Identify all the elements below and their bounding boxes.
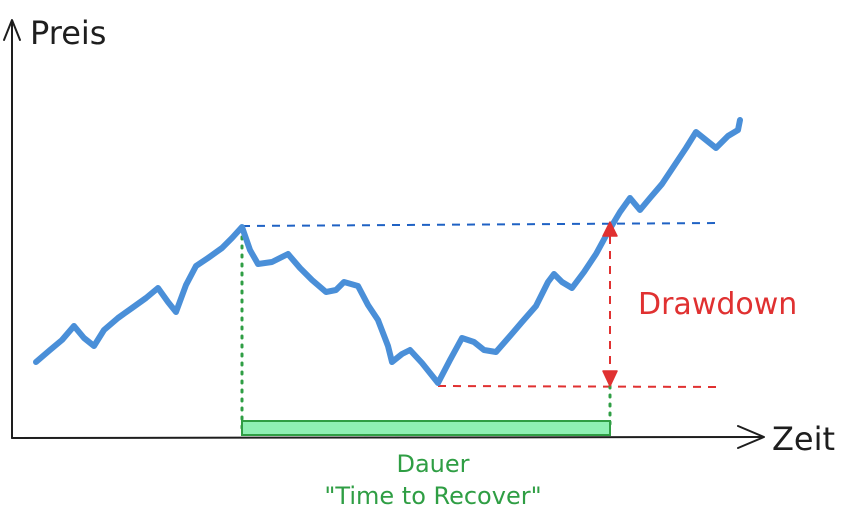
price-line	[33, 117, 743, 386]
x-axis-label: Zeit	[772, 420, 835, 458]
duration-bar	[241, 420, 611, 436]
x-axis-arrow-icon	[737, 425, 765, 449]
x-axis	[11, 436, 763, 439]
drawdown-arrow-down-icon	[602, 370, 618, 387]
y-axis-label: Preis	[30, 14, 106, 52]
duration-label: Dauer	[396, 450, 469, 478]
peak-level-line	[241, 222, 721, 227]
drawdown-arrow-up-icon	[602, 221, 618, 237]
trough-level-line	[437, 385, 723, 388]
duration-subtitle: "Time to Recover"	[324, 482, 541, 510]
y-axis-arrow-icon	[3, 19, 21, 41]
drawdown-label: Drawdown	[638, 287, 797, 322]
